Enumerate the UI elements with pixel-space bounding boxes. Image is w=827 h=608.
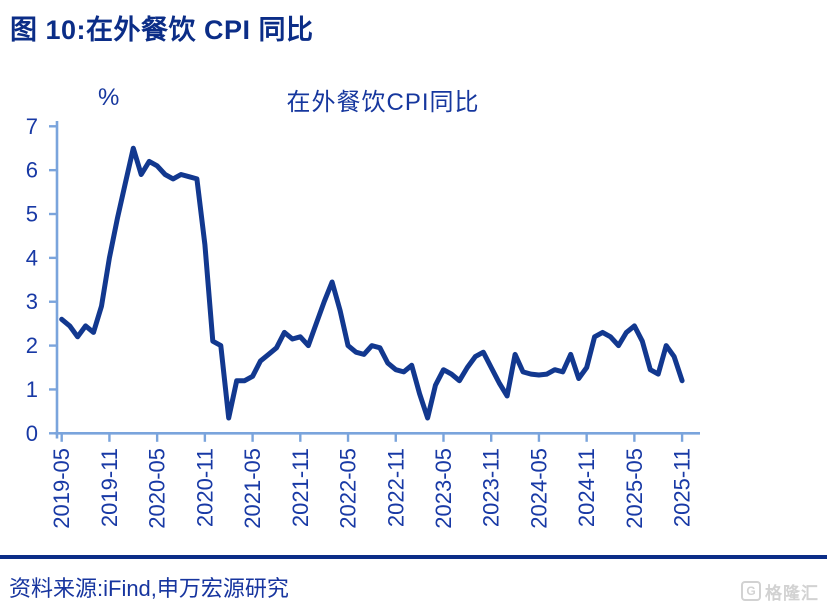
x-axis-tick-label: 2022-05 [336,448,361,529]
x-axis-tick-label: 2024-11 [574,448,599,527]
x-axis-tick-label: 2019-11 [97,448,122,527]
cpi-yoy-series-line [59,145,685,421]
x-axis-tick-label: 2024-05 [526,448,551,529]
y-axis-tick-label: 0 [26,421,38,446]
x-axis-tick-label: 2023-05 [431,448,456,529]
gelonghui-logo-icon: G [741,581,761,601]
x-axis-tick-label: 2025-05 [622,448,647,529]
x-axis-tick-label: 2021-05 [240,448,265,529]
y-axis-tick-label: 7 [26,114,38,139]
x-axis-tick-label: 2020-05 [145,448,170,529]
figure-title: 图 10:在外餐饮 CPI 同比 [10,15,314,45]
footer-divider [0,555,827,559]
gelonghui-watermark: G 格隆汇 [741,580,819,603]
gelonghui-watermark-text: 格隆汇 [765,583,819,603]
x-axis-tick-label: 2021-11 [288,448,313,527]
x-axis-tick-label: 2022-11 [383,448,408,527]
y-axis-tick-label: 5 [26,202,38,227]
y-axis-tick-label: 1 [26,377,38,402]
x-axis-tick-label: 2019-05 [49,448,74,529]
y-axis-tick-label: 2 [26,333,38,358]
y-axis-tick-label: 3 [26,289,38,314]
y-axis-unit-label: % [98,84,120,111]
x-axis-tick-label: 2020-11 [192,448,217,527]
data-source-text: 资料来源:iFind,申万宏源研究 [9,576,289,601]
x-axis-tick-label: 2025-11 [670,448,695,527]
y-axis-tick-label: 6 [26,158,38,183]
chart-title: 在外餐饮CPI同比 [286,89,480,116]
y-axis-tick-label: 4 [26,245,38,270]
x-axis-tick-label: 2023-11 [479,448,504,527]
